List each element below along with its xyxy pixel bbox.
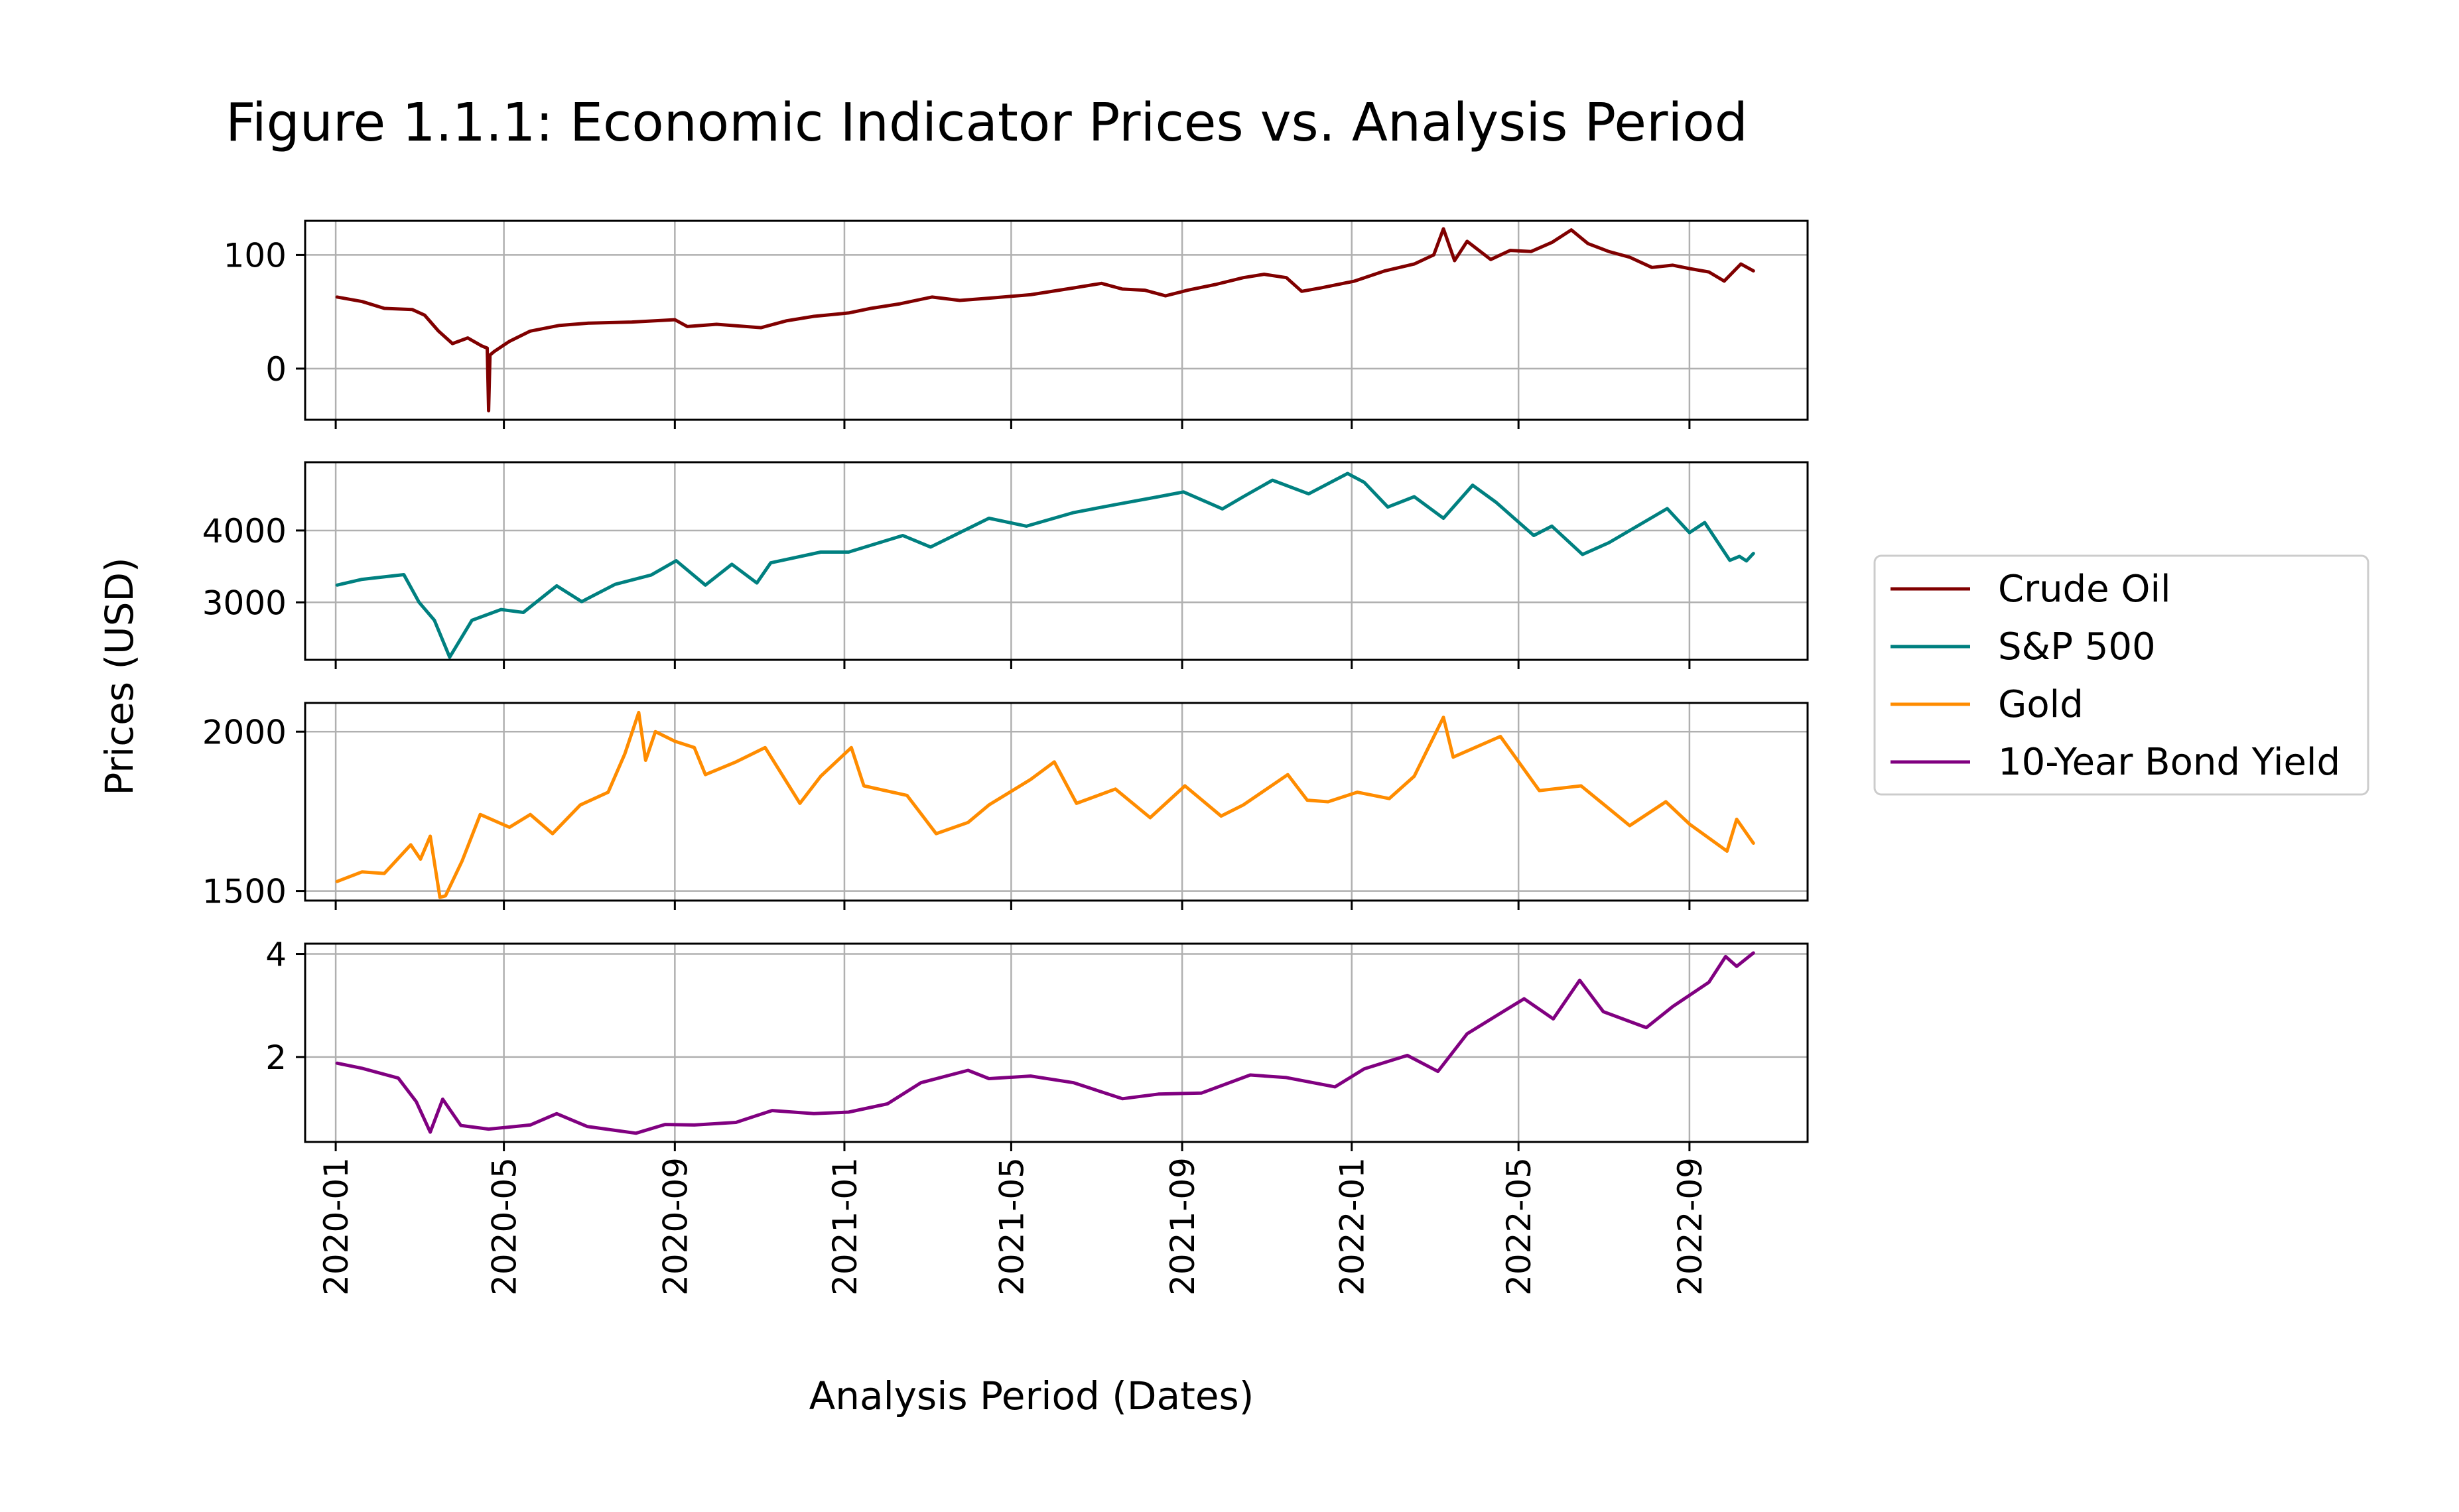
x-tick-label: 2021-01 [826, 1157, 864, 1296]
x-tick-label: 2022-01 [1333, 1157, 1372, 1296]
legend-label: Gold [1998, 683, 2084, 726]
y-tick-label: 4000 [202, 512, 287, 550]
series-line-3 [335, 710, 1755, 899]
x-tick-label: 2020-09 [656, 1157, 695, 1296]
subplot-frame [304, 220, 1809, 421]
x-axis-label: Analysis Period (Dates) [809, 1373, 1254, 1418]
subplot-4: 24 [265, 936, 1809, 1151]
y-tick-label: 3000 [202, 584, 287, 622]
chart-title: Figure 1.1.1: Economic Indicator Prices … [226, 92, 1748, 153]
y-tick-label: 1500 [202, 873, 287, 911]
x-tick-label: 2021-05 [992, 1157, 1031, 1296]
legend-label: Crude Oil [1998, 568, 2171, 611]
subplot-frame [304, 461, 1809, 661]
series-line-1 [335, 227, 1755, 412]
subplot-1: 0 100 [224, 220, 1809, 429]
x-tick-label: 2022-05 [1500, 1157, 1538, 1296]
x-tick-labels: 2020-01 2020-05 2020-09 2021-01 2021-05 2021-… [317, 1157, 1709, 1296]
y-tick-label: 4 [265, 936, 287, 974]
x-tick-label: 2021-09 [1163, 1157, 1202, 1296]
series-line-2 [335, 472, 1755, 659]
x-tick-label: 2020-05 [486, 1157, 524, 1296]
subplot-2: 3000 4000 [202, 461, 1809, 669]
y-axis-label: Prices (USD) [97, 557, 142, 795]
y-tick-label: 2 [265, 1039, 287, 1077]
legend-box [1873, 554, 2369, 796]
y-tick-label: 100 [224, 236, 287, 275]
x-tick-label: 2022-09 [1671, 1157, 1709, 1296]
subplot-3: 1500 2000 [202, 702, 1809, 911]
y-tick-label: 2000 [202, 713, 287, 751]
legend: Crude Oil S&P 500 Gold 10-Year Bond Yield [1873, 554, 2369, 796]
legend-label: 10-Year Bond Yield [1998, 741, 2340, 784]
subplot-frame [304, 702, 1809, 902]
series-line-4 [335, 951, 1755, 1135]
legend-label: S&P 500 [1998, 625, 2156, 668]
subplot-frame [304, 942, 1809, 1143]
x-tick-label: 2020-01 [317, 1157, 356, 1296]
y-tick-label: 0 [265, 350, 287, 389]
